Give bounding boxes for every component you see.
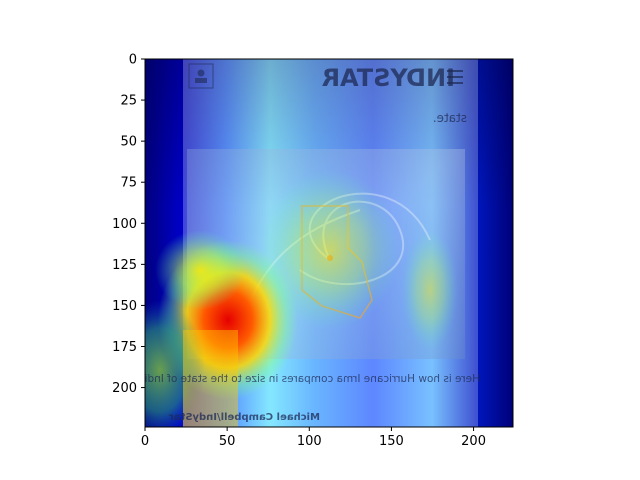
x-tick-label: 0 xyxy=(141,434,149,449)
y-tick-label: 200 xyxy=(112,381,137,396)
y-axis: 0 25 50 75 100 125 150 175 200 xyxy=(112,53,145,396)
x-tick-label: 150 xyxy=(379,434,404,449)
y-tick-label: 175 xyxy=(112,340,137,355)
y-tick-label: 150 xyxy=(112,299,137,314)
top-fragment-text: state. xyxy=(433,111,467,125)
y-tick-label: 75 xyxy=(120,176,137,191)
credit-text: Michael Campbell/IndyStar xyxy=(169,412,320,423)
y-tick-label: 25 xyxy=(120,94,137,109)
y-tick-label: 0 xyxy=(129,53,137,68)
plot-frame xyxy=(144,58,514,428)
y-tick-label: 50 xyxy=(120,135,137,150)
x-tick-label: 200 xyxy=(461,434,486,449)
user-icon xyxy=(188,63,214,89)
brand-text: INDYSTAR xyxy=(322,64,455,92)
x-axis: 0 50 100 150 200 xyxy=(141,427,486,449)
x-tick-label: 100 xyxy=(297,434,322,449)
caption-text: Here is how Hurricane Irma compares in s… xyxy=(125,373,480,385)
y-tick-label: 100 xyxy=(112,217,137,232)
x-tick-label: 50 xyxy=(219,434,236,449)
menu-icon xyxy=(447,70,463,84)
heatmap-image: INDYSTAR state. Here is how Hurricane Ir… xyxy=(125,59,513,427)
y-tick-label: 125 xyxy=(112,258,137,273)
